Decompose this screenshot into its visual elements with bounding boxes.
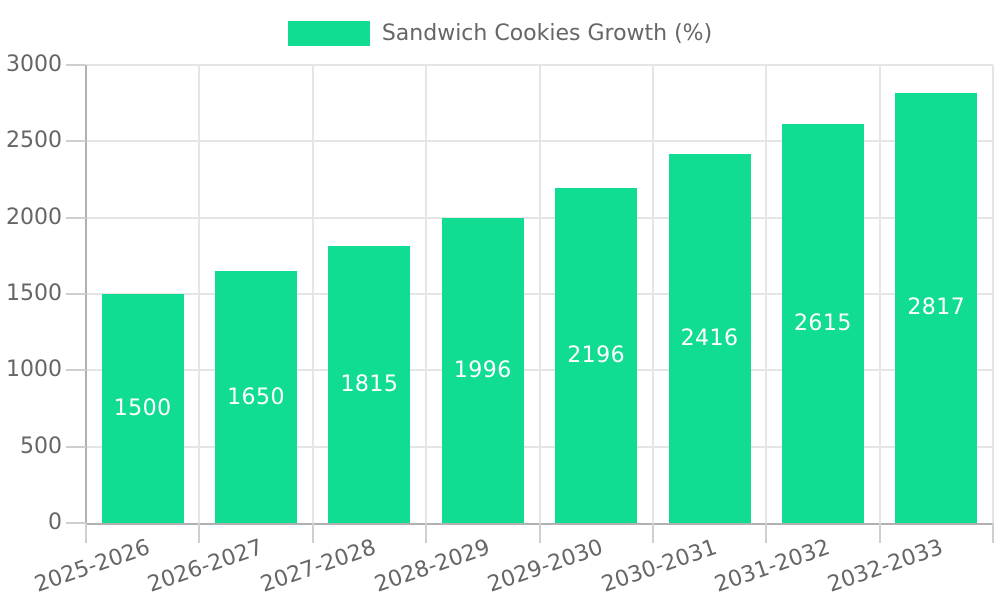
y-axis-line	[85, 65, 87, 523]
y-tick-label: 500	[20, 433, 62, 459]
bar-2027-2028[interactable]: 1815	[328, 245, 411, 523]
bar-2028-2029[interactable]: 1996	[441, 218, 524, 523]
bar-value-label: 2817	[907, 295, 966, 321]
bar-2031-2032[interactable]: 2615	[781, 123, 864, 523]
bar-2030-2031[interactable]: 2416	[668, 154, 751, 523]
gridline-vertical	[651, 65, 654, 523]
y-tick-label: 1000	[6, 357, 62, 383]
y-axis-tick	[66, 369, 86, 372]
x-axis-tick	[765, 523, 768, 543]
y-axis-tick	[66, 522, 86, 524]
bar-2029-2030[interactable]: 2196	[555, 187, 638, 523]
gridline-vertical	[878, 65, 881, 523]
y-tick-label: 2500	[6, 128, 62, 154]
gridline-vertical	[765, 65, 768, 523]
x-axis-tick	[198, 523, 201, 543]
bar-value-label: 1815	[340, 371, 399, 397]
bar-2026-2027[interactable]: 1650	[215, 271, 298, 523]
y-axis-tick	[66, 293, 86, 295]
gridline-vertical	[538, 65, 541, 523]
y-axis-tick	[66, 64, 86, 66]
y-tick-label: 1500	[6, 281, 62, 306]
x-axis-tick	[425, 523, 428, 543]
x-axis-tick	[85, 523, 87, 543]
y-axis-tick	[66, 445, 86, 448]
gridline-vertical	[311, 65, 314, 523]
bar-2025-2026[interactable]: 1500	[101, 294, 184, 523]
bar-value-label: 1500	[113, 396, 172, 421]
y-tick-label: 2000	[6, 204, 62, 230]
y-axis-tick	[66, 216, 86, 219]
gridline-vertical	[425, 65, 428, 523]
plot-area: 1500 1650 1815 1996 2196 2416 2615 2817	[85, 64, 994, 525]
y-tick-label: 3000	[6, 52, 62, 77]
x-axis-tick	[538, 523, 541, 543]
x-axis-tick	[992, 523, 994, 543]
bar-2032-2033[interactable]: 2817	[895, 92, 978, 523]
bar-value-label: 1650	[227, 384, 286, 410]
y-axis-tick	[66, 140, 86, 143]
gridline-vertical	[198, 65, 201, 523]
bar-value-label: 2196	[567, 342, 626, 368]
legend-item[interactable]: Sandwich Cookies Growth (%)	[287, 21, 713, 46]
bar-value-label: 2416	[680, 326, 739, 352]
x-axis-tick	[878, 523, 881, 543]
y-tick-label: 0	[48, 510, 62, 535]
bar-value-label: 1996	[453, 358, 512, 384]
legend-label: Sandwich Cookies Growth (%)	[381, 21, 713, 46]
gridline-vertical	[992, 65, 994, 523]
bar-value-label: 2615	[793, 310, 852, 336]
x-axis-tick	[311, 523, 314, 543]
x-axis-tick	[651, 523, 654, 543]
legend: Sandwich Cookies Growth (%)	[0, 21, 1000, 46]
legend-swatch	[287, 21, 370, 46]
